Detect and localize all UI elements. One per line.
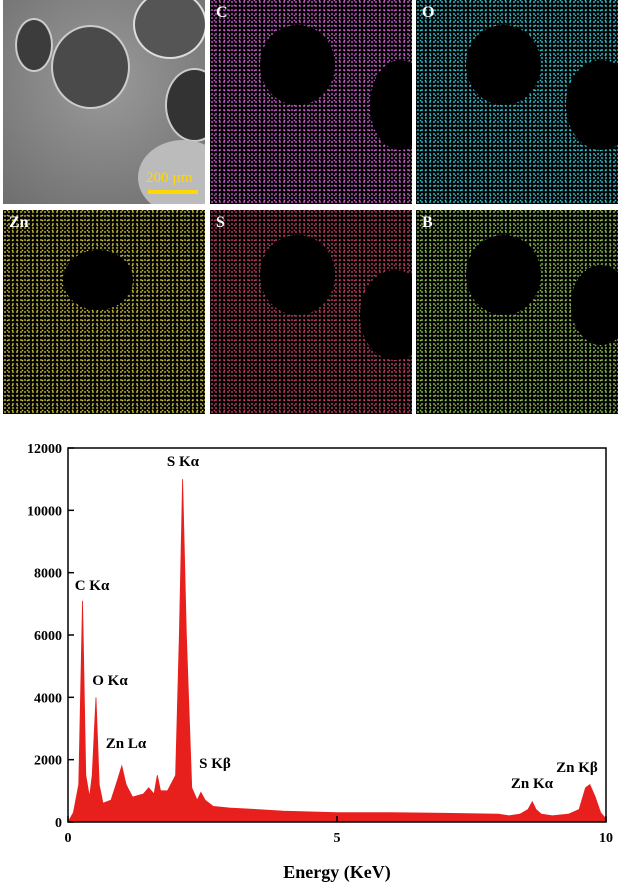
pore xyxy=(571,265,618,345)
spectrum-area xyxy=(67,479,607,823)
peak-label: Zn Kβ xyxy=(556,760,598,776)
x-tick-label: 5 xyxy=(334,831,341,846)
pore xyxy=(370,60,412,150)
scale-bar-label: 200 µm xyxy=(146,170,193,186)
pore xyxy=(466,25,541,105)
element-map: O xyxy=(416,0,618,204)
y-tick-label: 8000 xyxy=(34,567,62,582)
x-tick-label: 0 xyxy=(65,831,72,846)
pore xyxy=(260,235,335,315)
y-tick-label: 10000 xyxy=(27,504,62,519)
element-map: B xyxy=(416,210,618,414)
plot-frame xyxy=(67,447,607,823)
peak-label: S Kα xyxy=(167,454,200,470)
scale-bar xyxy=(148,190,198,194)
y-tick-label: 12000 xyxy=(27,442,62,457)
pore xyxy=(466,235,541,315)
peak-label: Zn Kα xyxy=(511,776,554,792)
pore xyxy=(63,250,133,310)
sem-image: 200 µm xyxy=(3,0,205,204)
pore xyxy=(566,60,618,150)
peak-label: C Kα xyxy=(75,578,110,594)
map-label: Zn xyxy=(9,214,29,231)
element-map: S xyxy=(210,210,412,414)
peak-label: O Kα xyxy=(92,673,128,689)
element-map: Zn xyxy=(3,210,205,414)
x-axis-label: Energy (KeV) xyxy=(283,862,390,883)
peak-label: Zn Lα xyxy=(106,736,147,752)
element-map: C xyxy=(210,0,412,204)
map-label: O xyxy=(422,4,435,21)
peak-label: S Kβ xyxy=(199,756,231,772)
pore xyxy=(260,25,335,105)
y-tick-label: 4000 xyxy=(34,691,62,706)
y-tick-label: 0 xyxy=(55,816,62,831)
map-label: C xyxy=(216,4,228,21)
y-tick-label: 2000 xyxy=(34,754,62,769)
map-label: B xyxy=(422,214,433,231)
y-tick-label: 6000 xyxy=(34,629,62,644)
chart: Energy (KeV) 0 2000 4000 6000 8000 10000 12000… xyxy=(27,442,613,883)
x-tick-label: 10 xyxy=(599,831,613,846)
map-label: S xyxy=(216,214,225,231)
pore xyxy=(360,270,412,360)
